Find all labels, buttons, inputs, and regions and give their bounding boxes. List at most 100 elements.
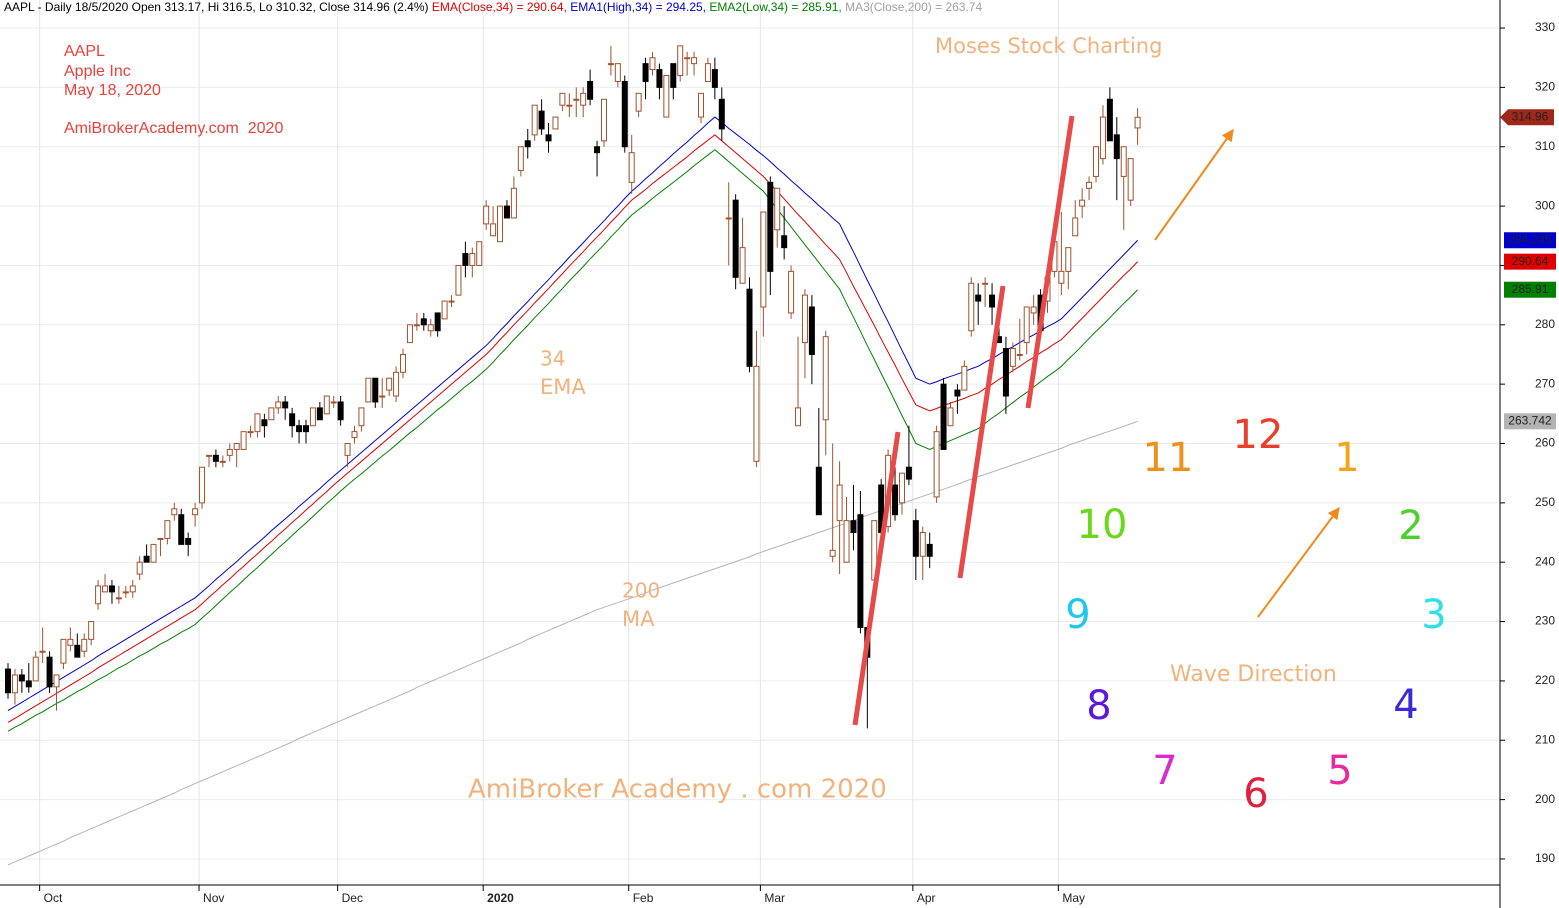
candle-body bbox=[351, 431, 358, 439]
grid bbox=[0, 0, 1500, 885]
candle-body bbox=[247, 431, 254, 434]
candle-body bbox=[337, 401, 344, 421]
indicator-line bbox=[7, 420, 1138, 866]
y-tick-label: 250 bbox=[1535, 495, 1555, 509]
candle-body bbox=[379, 395, 386, 398]
candle-body bbox=[39, 650, 46, 653]
candle-body bbox=[316, 407, 323, 421]
candle-body bbox=[933, 431, 940, 498]
candle-body bbox=[143, 555, 150, 563]
candle-body bbox=[538, 110, 545, 130]
price-tag bbox=[1504, 281, 1556, 298]
candle-body bbox=[483, 205, 490, 225]
candle-body bbox=[11, 674, 18, 694]
candle-body bbox=[497, 205, 504, 243]
candle-body bbox=[254, 413, 261, 433]
candle-body bbox=[136, 561, 143, 575]
clock-number: 9 bbox=[1065, 592, 1090, 638]
candle-body bbox=[25, 680, 32, 688]
candle-body bbox=[46, 656, 53, 688]
candle-body bbox=[982, 282, 989, 285]
candle-body bbox=[517, 146, 524, 171]
candle-body bbox=[774, 187, 781, 231]
annotation: EMA bbox=[540, 375, 586, 399]
y-tick-label: 200 bbox=[1535, 792, 1555, 806]
y-tick-label: 330 bbox=[1535, 20, 1555, 34]
candle-body bbox=[1079, 199, 1086, 207]
header-segment: MA3(Close,200) = 263.74 bbox=[845, 0, 982, 14]
candle-body bbox=[282, 401, 289, 409]
candle-body bbox=[850, 520, 857, 534]
candle-body bbox=[670, 63, 677, 88]
annotation: AmiBroker Academy . com 2020 bbox=[468, 775, 887, 805]
candle-body bbox=[704, 63, 711, 82]
arrow bbox=[1257, 507, 1340, 618]
candle-body bbox=[628, 152, 635, 183]
x-tick-label: Mar bbox=[764, 891, 785, 905]
arrow bbox=[1154, 129, 1234, 241]
candle-body bbox=[698, 92, 704, 118]
candle-body bbox=[455, 264, 462, 296]
clock-number: 2 bbox=[1398, 503, 1423, 549]
candle-body bbox=[476, 241, 483, 266]
candle-body bbox=[545, 134, 552, 142]
candle-body bbox=[406, 324, 413, 344]
candle-body bbox=[1016, 353, 1023, 356]
candle-body bbox=[427, 324, 434, 332]
candle-body bbox=[642, 63, 649, 82]
candle-body bbox=[843, 520, 850, 563]
candle-body bbox=[503, 205, 510, 219]
candle-body bbox=[808, 306, 815, 355]
candle-body bbox=[711, 69, 718, 88]
candle-body bbox=[365, 377, 372, 403]
close-tag-label: 314.96 bbox=[1512, 109, 1549, 123]
candle-body bbox=[531, 104, 538, 136]
candle-body bbox=[330, 401, 337, 404]
candle-body bbox=[559, 92, 566, 106]
candle-body bbox=[614, 63, 621, 82]
candle-body bbox=[836, 484, 843, 522]
annotation: Wave Direction bbox=[1170, 662, 1337, 687]
candle-body bbox=[718, 98, 725, 130]
candle-body bbox=[753, 365, 760, 462]
candle-body bbox=[635, 92, 642, 112]
candle-body bbox=[122, 591, 129, 594]
candle-body bbox=[600, 98, 607, 142]
candle-body bbox=[919, 532, 926, 557]
candle-body bbox=[205, 454, 212, 457]
candle-body bbox=[115, 597, 122, 600]
candle-body bbox=[801, 294, 808, 344]
candle-body bbox=[795, 407, 802, 427]
y-tick-label: 320 bbox=[1535, 80, 1555, 94]
x-tick-label: May bbox=[1062, 891, 1085, 905]
candle-body bbox=[829, 549, 836, 557]
candle-body bbox=[5, 668, 11, 694]
candle-body bbox=[192, 508, 199, 516]
candle-body bbox=[129, 585, 136, 593]
candle-body bbox=[656, 69, 663, 88]
candle-body bbox=[268, 407, 275, 421]
price-tag bbox=[1504, 232, 1556, 249]
candle-body bbox=[912, 520, 919, 557]
candle-body bbox=[1058, 270, 1065, 284]
candle-body bbox=[587, 80, 594, 100]
clock-number: 6 bbox=[1243, 771, 1268, 817]
y-tick-label: 260 bbox=[1535, 436, 1555, 450]
candle-body bbox=[594, 146, 601, 154]
candle-body bbox=[67, 638, 74, 646]
candle-body bbox=[815, 466, 822, 516]
y-tick-label: 280 bbox=[1535, 317, 1555, 331]
close-tag bbox=[1500, 109, 1554, 126]
candle-body bbox=[746, 288, 753, 367]
note: May 18, 2020 bbox=[64, 82, 161, 99]
candle-body bbox=[88, 621, 95, 640]
candle-body bbox=[905, 466, 912, 480]
candle-body bbox=[302, 425, 309, 433]
candle-body bbox=[663, 75, 670, 118]
price-tag-label: 290.64 bbox=[1512, 254, 1549, 268]
candle-body bbox=[732, 199, 739, 278]
candle-body bbox=[1009, 348, 1016, 367]
candle-body bbox=[344, 443, 351, 456]
annotation: 34 bbox=[540, 347, 565, 371]
candle-body bbox=[323, 395, 330, 415]
